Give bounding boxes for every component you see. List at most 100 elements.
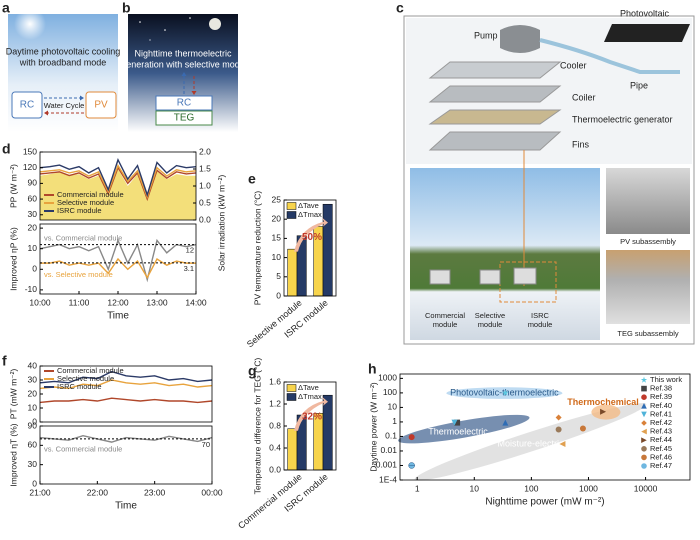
y-axis-title: PV temperature reduction (°C) [252,191,262,306]
bar [287,248,298,297]
circle-shape [139,21,141,23]
reference-label: 12 [186,246,194,255]
y-tick-label: 10 [388,402,398,412]
y-tick-label: 10 [28,243,38,253]
photo-label: PV subassembly [620,237,676,246]
y2-axis-title: Solar irradiation (kW m⁻²) [216,175,226,272]
plot-frame [39,223,197,295]
point [408,434,415,441]
legend-label: ΔTmax [298,210,322,219]
line [39,158,197,198]
line [39,434,213,443]
y2-tick-label: 0.0 [199,214,211,224]
legend-label: Commercial module [57,190,124,199]
legend-label: ISRC module [57,382,102,391]
legend-marker [641,445,647,452]
point [555,414,562,421]
part-label: Cooler [560,60,587,70]
x-tick-label: 22:00 [87,487,109,497]
panel-title: Nighttime thermoelectric [134,48,232,58]
region-label: Moisture-electric [497,438,564,448]
photo-label: module [478,320,503,329]
x-tick-label: 100 [524,483,538,493]
photo-label: module [433,320,458,329]
region [398,414,530,444]
legend-marker [641,394,647,401]
point [451,419,458,426]
panel-label: h [368,361,377,377]
path-shape [539,38,680,74]
rect-shape [155,110,213,126]
legend-label: ΔTave [298,383,319,392]
y-tick-label: 0.01 [380,445,397,455]
circle-shape [209,18,221,30]
y-axis-title: Daytime power (W m⁻²) [368,382,378,472]
legend-swatch [286,393,297,401]
point [559,441,566,448]
line [39,370,213,384]
legend-marker [641,454,647,461]
y-tick-label: 5 [276,271,281,281]
y-axis-title: PP (W m⁻²) [8,164,18,208]
chart-6: h Daytime power (W m⁻²) Nighttime power (m… [368,361,691,508]
arrow-label: Water Cycle [44,101,85,110]
y-tick-label: -10 [25,284,38,294]
legend-label: Selective module [57,198,114,207]
y2-tick-label: 1.0 [199,180,211,190]
photo-label: ISRC [531,311,550,320]
part-label: Pipe [630,80,648,90]
y-tick-label: 120 [23,162,37,172]
legend-marker [641,463,647,469]
y-tick-label: 90 [28,420,38,430]
box-label: RC [177,98,191,109]
area [40,169,196,220]
region-label: Thermoelectric [428,427,488,437]
rect-shape [606,250,690,324]
y2-tick-label: 1.5 [199,163,211,173]
y-axis-title: Temperature difference for TEG (°C) [252,357,262,494]
y-tick-label: 150 [23,146,37,156]
annotation-arrow [294,396,328,431]
photo-label: TEG subassembly [617,329,679,338]
path-shape [191,91,197,95]
x-tick-label: 12:00 [107,297,129,307]
y-tick-label: 1 [392,416,397,426]
bar [287,428,298,471]
plot-area: Photovoltaic-thermoelectricThermoelectri… [398,375,682,481]
bar [322,203,333,297]
y-tick-label: 15 [272,233,282,243]
y-tick-label: 0 [32,264,37,274]
annotation-arrow [294,217,328,252]
legend-label: Ref.42 [650,418,672,427]
line [39,397,213,404]
y-tick-label: 1.2 [269,398,281,408]
y-tick-label: 100 [383,387,397,397]
reference-label: 3.1 [184,264,194,273]
panel-label: e [248,171,256,187]
y2-tick-label: 2.0 [199,146,211,156]
legend-label: Ref.46 [650,452,672,461]
path-shape [181,72,187,76]
polygon-shape [428,85,562,103]
y-tick-label: 0.0 [269,464,281,474]
panel-label: c [396,0,404,16]
panel-label: g [248,363,257,379]
x-tick-label: 10 [470,483,480,493]
legend-label: ISRC module [57,206,102,215]
legend-marker [641,403,647,409]
legend-swatch [286,384,297,392]
path-shape [500,25,540,53]
x-tick-label: 10000 [634,483,658,493]
legend-marker [641,420,647,426]
point [408,462,415,469]
x-tick-label: 10:00 [29,297,51,307]
panel-label: a [2,0,10,16]
line [39,166,197,202]
panel-title: with broadband mode [19,57,107,67]
plot-frame [283,199,337,297]
box-label: RC [20,100,34,111]
